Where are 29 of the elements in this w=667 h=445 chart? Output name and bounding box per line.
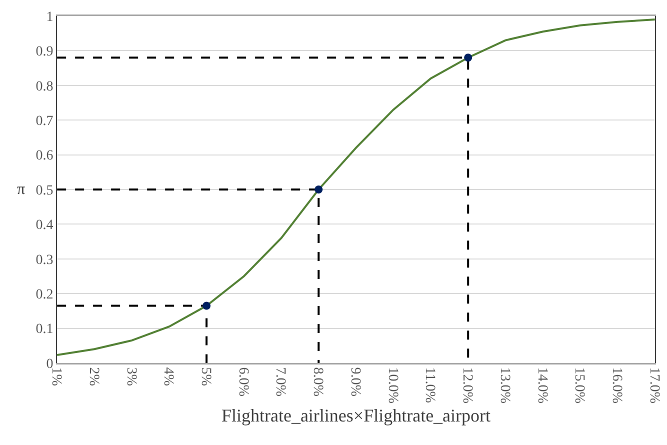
x-tick-label: 7.0% xyxy=(272,367,288,397)
x-tick-label: 17.0% xyxy=(646,367,662,404)
x-tick-label: 3% xyxy=(123,367,138,386)
line-series xyxy=(57,18,655,356)
y-tick-label: 1 xyxy=(46,10,54,25)
y-tick-label: 0.8 xyxy=(36,79,54,94)
x-tick-label: 6.0% xyxy=(235,367,250,397)
x-tick-label: 8.0% xyxy=(310,367,326,397)
x-tick-label: 2% xyxy=(86,367,101,386)
x-tick-label: 11.0% xyxy=(422,367,438,404)
x-tick-label: 9.0% xyxy=(347,367,362,397)
x-tick-label: 16.0% xyxy=(609,367,624,404)
x-tick-label: 14.0% xyxy=(534,367,550,404)
x-tick-label: 15.0% xyxy=(572,367,587,404)
y-tick-label: 0.1 xyxy=(36,322,54,338)
y-tick-label: 0.6 xyxy=(36,148,54,164)
x-tick-label: 5% xyxy=(198,367,213,386)
x-tick-label: 12.0% xyxy=(460,367,475,404)
x-tick-label: 13.0% xyxy=(496,367,512,404)
x-tick-label: 4% xyxy=(160,367,176,386)
x-axis-title: Flightrate_airlines×Flightrate_airport xyxy=(221,406,491,426)
y-tick-label: 0.5 xyxy=(36,183,54,198)
y-axis-title: π xyxy=(17,181,26,198)
y-tick-label: 0.2 xyxy=(36,288,54,302)
y-tick-label: 0.9 xyxy=(36,44,54,60)
y-tick-label: 0.7 xyxy=(36,114,54,129)
y-tick-label: 0.3 xyxy=(36,252,54,268)
x-tick-label: 10.0% xyxy=(384,367,400,404)
y-tick-label: 0.4 xyxy=(36,218,54,234)
